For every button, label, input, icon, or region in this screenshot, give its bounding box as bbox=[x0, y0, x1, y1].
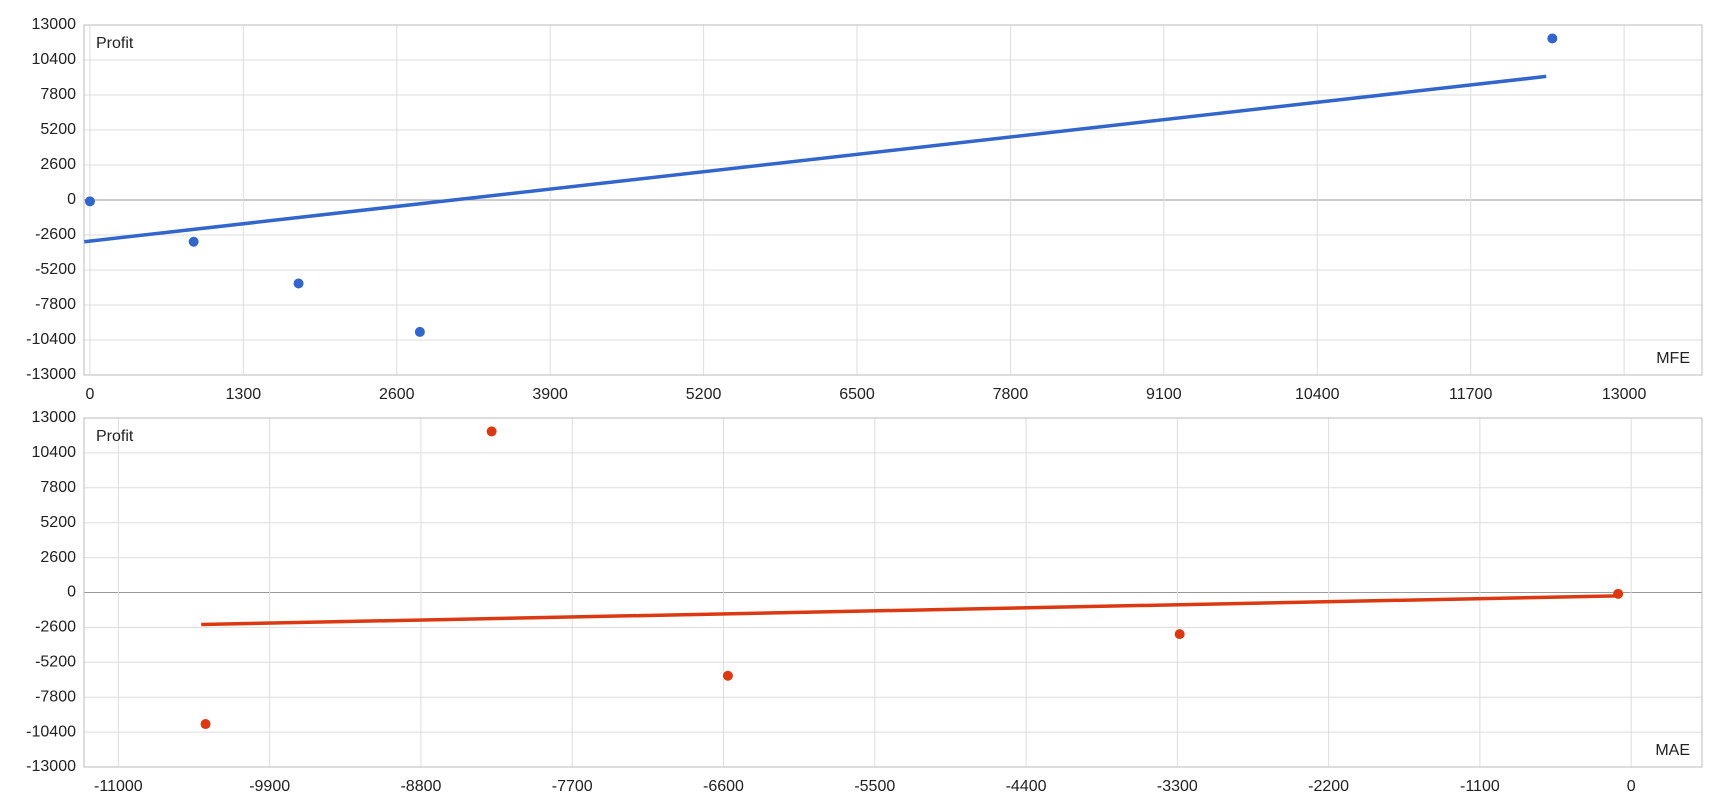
y-tick-label: 0 bbox=[67, 584, 76, 601]
x-tick-label: -7700 bbox=[552, 778, 593, 795]
y-tick-label: -2600 bbox=[35, 226, 76, 243]
trendline bbox=[84, 74, 1547, 244]
x-tick-label: 9100 bbox=[1146, 386, 1182, 403]
x-tick-label: -1100 bbox=[1460, 778, 1500, 795]
x-tick-label: -9900 bbox=[249, 778, 290, 795]
y-tick-label: 10400 bbox=[32, 51, 77, 68]
point bbox=[200, 719, 211, 730]
y-tick-label: 13000 bbox=[32, 409, 77, 426]
x-tick-label: 10400 bbox=[1295, 386, 1340, 403]
y-tick-label: 5200 bbox=[40, 121, 76, 138]
x-axis-label: MFE bbox=[1656, 350, 1690, 367]
y-tick-label: 2600 bbox=[40, 549, 76, 566]
y-tick-label: 13000 bbox=[32, 16, 77, 33]
point bbox=[84, 196, 95, 207]
point bbox=[1547, 33, 1558, 44]
y-tick-label: -2600 bbox=[35, 619, 76, 636]
plot-border bbox=[83, 24, 1703, 376]
x-tick-label: 11700 bbox=[1449, 386, 1492, 403]
point bbox=[486, 426, 497, 437]
y-tick-label: -5200 bbox=[35, 261, 76, 278]
point bbox=[293, 278, 304, 289]
y-tick-label: -13000 bbox=[26, 366, 76, 383]
y-tick-label: -10400 bbox=[26, 723, 76, 740]
plot-border bbox=[83, 417, 1703, 768]
x-tick-label: -3300 bbox=[1157, 778, 1198, 795]
y-tick-label: -13000 bbox=[26, 758, 76, 775]
x-tick-label: -6600 bbox=[703, 778, 744, 795]
x-tick-label: 2600 bbox=[379, 386, 415, 403]
x-tick-label: -4400 bbox=[1006, 778, 1047, 795]
x-tick-label: -11000 bbox=[94, 778, 143, 795]
y-tick-label: 2600 bbox=[40, 156, 76, 173]
point bbox=[1174, 629, 1185, 640]
x-tick-label: 0 bbox=[85, 386, 94, 403]
y-tick-label: -7800 bbox=[35, 688, 76, 705]
y-tick-label: -7800 bbox=[35, 296, 76, 313]
y-tick-label: -5200 bbox=[35, 654, 76, 671]
x-tick-label: -5500 bbox=[854, 778, 895, 795]
point bbox=[722, 670, 733, 681]
x-tick-label: 0 bbox=[1627, 778, 1636, 795]
y-tick-label: 7800 bbox=[40, 86, 76, 103]
x-axis-label: MAE bbox=[1655, 742, 1690, 759]
trendline bbox=[201, 594, 1619, 627]
x-tick-label: 13000 bbox=[1602, 386, 1647, 403]
y-tick-label: -10400 bbox=[26, 331, 76, 348]
point bbox=[1613, 588, 1624, 599]
x-tick-label: -8800 bbox=[400, 778, 441, 795]
x-tick-label: 7800 bbox=[993, 386, 1029, 403]
point bbox=[414, 326, 425, 337]
x-tick-label: 6500 bbox=[839, 386, 875, 403]
y-axis-label: Profit bbox=[96, 35, 134, 52]
y-tick-label: 5200 bbox=[40, 514, 76, 531]
point bbox=[188, 236, 199, 247]
x-tick-label: 1300 bbox=[226, 386, 262, 403]
x-tick-label: 3900 bbox=[532, 386, 568, 403]
x-tick-label: 5200 bbox=[686, 386, 722, 403]
y-tick-label: 7800 bbox=[40, 479, 76, 496]
y-tick-label: 10400 bbox=[32, 444, 77, 461]
x-tick-label: -2200 bbox=[1308, 778, 1349, 795]
y-tick-label: 0 bbox=[67, 191, 76, 208]
y-axis-label: Profit bbox=[96, 428, 134, 445]
